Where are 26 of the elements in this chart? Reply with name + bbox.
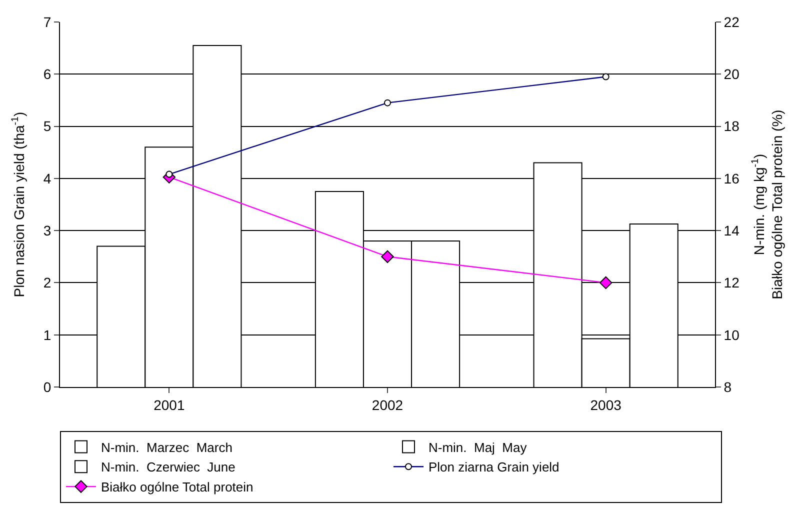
y-tick-label: 6: [43, 66, 52, 82]
legend-label: Plon ziarna Grain yield: [428, 460, 560, 475]
y-tick-label: 2: [43, 274, 52, 291]
y2-tick-label: 8: [724, 378, 732, 395]
y-tick-label: 7: [43, 14, 52, 30]
x-tick-label: 2001: [154, 396, 185, 413]
legend-label: N-min. Marzec March: [101, 440, 232, 455]
y2-tick-label: 18: [724, 118, 740, 134]
y-tick-label: 5: [43, 118, 52, 134]
y2-tick-label: 10: [724, 326, 740, 343]
y-tick-label: 1: [43, 326, 52, 343]
y2-tick-label: 22: [724, 14, 740, 30]
y-tick-label: 0: [43, 378, 52, 395]
point: [599, 276, 612, 290]
x-tick-label: 2002: [372, 396, 404, 413]
y2-tick-label: 14: [724, 222, 740, 238]
y2-tick-label: 12: [724, 274, 740, 291]
y-tick-label: 4: [43, 170, 52, 186]
y2-tick-label: 20: [724, 66, 740, 82]
y-tick-label: 3: [43, 222, 52, 238]
legend-label: Białko ogólne Total protein: [101, 480, 254, 495]
point: [381, 250, 394, 263]
y2-tick-label: 16: [724, 170, 740, 186]
legend-label: N-min. Czerwiec June: [101, 460, 236, 475]
x-tick-label: 2003: [590, 396, 622, 413]
legend-label: N-min. Maj May: [428, 440, 528, 455]
